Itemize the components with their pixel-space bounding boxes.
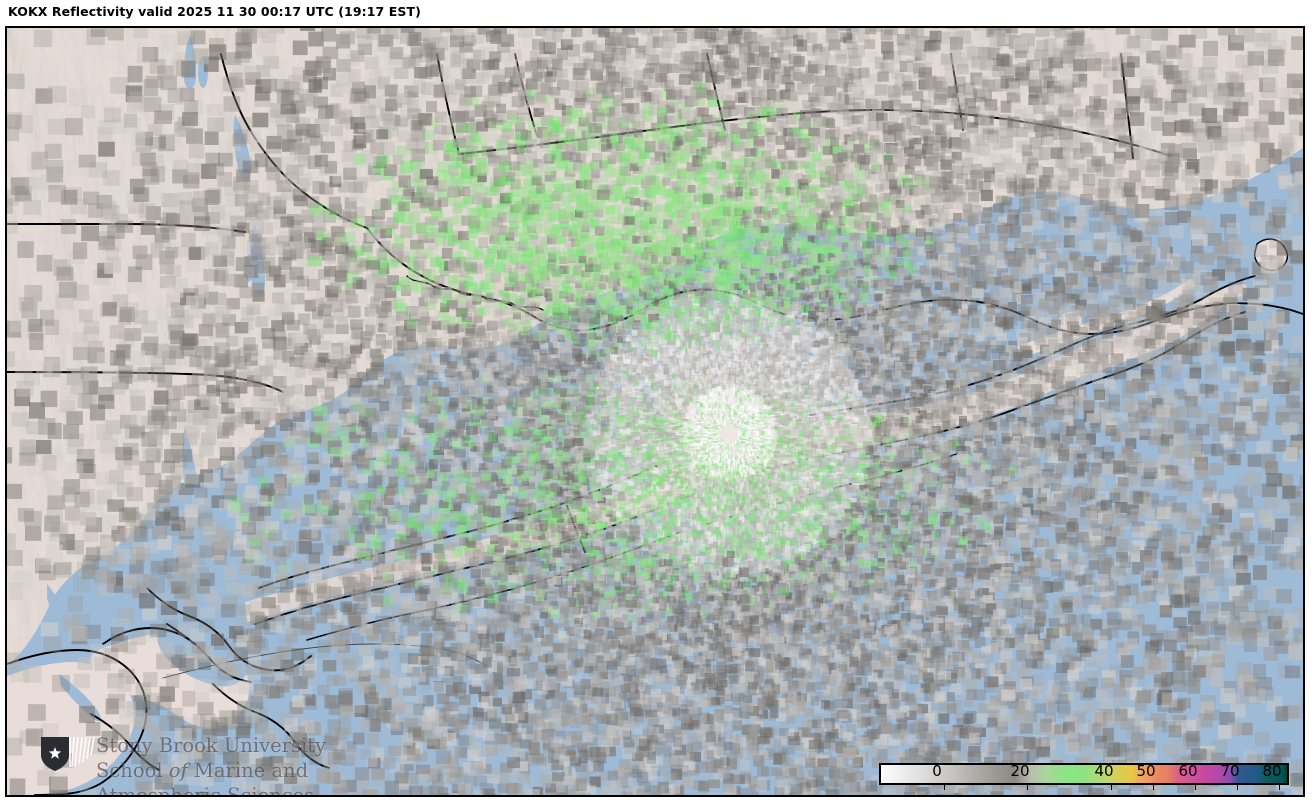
colorbar-label-20: 20 xyxy=(1010,762,1029,780)
colorbar-tick xyxy=(1027,785,1028,790)
logo-line-2a: School xyxy=(96,759,169,782)
radar-reflectivity-layer xyxy=(7,28,1303,795)
logo-text: Stony Brook University School of Marine … xyxy=(96,733,346,795)
colorbar-gradient xyxy=(881,765,1287,783)
colorbar-label-80: 80 xyxy=(1262,762,1281,780)
colorbar-label-40: 40 xyxy=(1094,762,1113,780)
stony-brook-logo: Stony Brook University School of Marine … xyxy=(40,733,326,795)
logo-line-2: School of Marine and xyxy=(96,758,346,783)
colorbar-tick xyxy=(944,785,945,790)
colorbar-label-0: 0 xyxy=(932,762,942,780)
page-title: KOKX Reflectivity valid 2025 11 30 00:17… xyxy=(8,4,421,19)
radar-map-panel[interactable]: Stony Brook University School of Marine … xyxy=(5,26,1305,797)
title-bar: KOKX Reflectivity valid 2025 11 30 00:17… xyxy=(0,0,1316,26)
logo-line-1: Stony Brook University xyxy=(96,733,346,758)
colorbar-tick xyxy=(1153,785,1154,790)
logo-line-2c: Marine and xyxy=(188,759,308,782)
colorbar-tick xyxy=(1237,785,1238,790)
map-viewport xyxy=(7,28,1303,795)
colorbar-label-50: 50 xyxy=(1136,762,1155,780)
colorbar-tick xyxy=(1111,785,1112,790)
colorbar-label-70: 70 xyxy=(1220,762,1239,780)
reflectivity-colorbar[interactable] xyxy=(879,763,1289,785)
colorbar-label-60: 60 xyxy=(1178,762,1197,780)
colorbar-box xyxy=(879,763,1289,785)
colorbar-tick xyxy=(1195,785,1196,790)
colorbar-ticks xyxy=(879,785,1299,795)
logo-line-2b: of xyxy=(169,759,188,782)
colorbar-tick-labels: 0 20 40 50 60 70 80 xyxy=(0,762,1316,784)
logo-line-3: Atmospheric Sciences xyxy=(96,783,346,795)
radiating-lines-icon xyxy=(69,736,95,768)
shield-icon xyxy=(41,737,69,771)
colorbar-tick xyxy=(1279,785,1280,790)
